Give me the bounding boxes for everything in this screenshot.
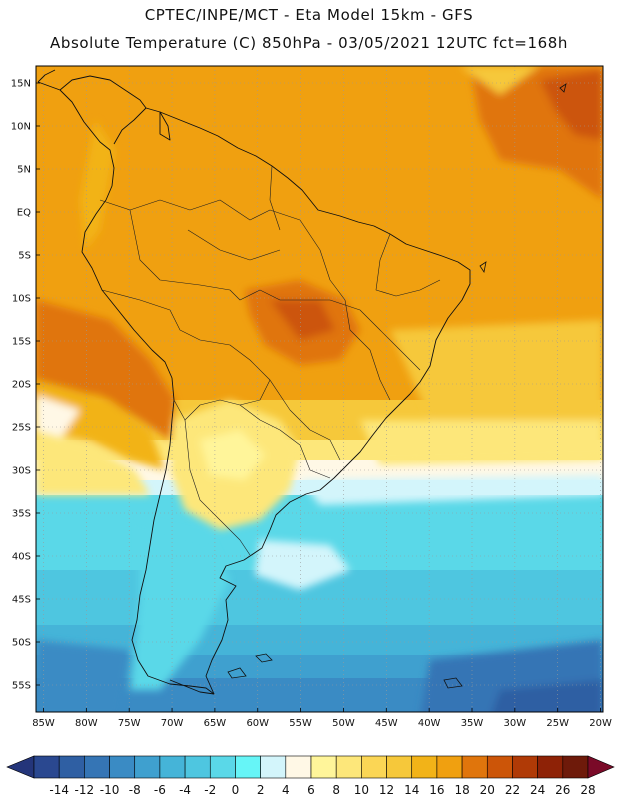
temperature-field: [36, 66, 603, 712]
colorbar-label: -10: [100, 783, 120, 797]
latitude-label: 50S: [12, 638, 31, 649]
colorbar-label: 6: [307, 783, 315, 797]
colorbar-bin: [84, 755, 110, 779]
colorbar-label: 18: [454, 783, 469, 797]
colorbar-bin: [512, 755, 538, 779]
colorbar-label: 2: [257, 783, 265, 797]
longitude-labels: 85W 80W 75W 70W 65W 60W 55W 50W 45W 40W 35W 30W 25W 2…: [32, 708, 612, 729]
colorbar-label: 14: [404, 783, 419, 797]
chart-title-line1: CPTEC/INPE/MCT - Eta Model 15km - GFS: [144, 6, 474, 24]
colorbar-label: 26: [555, 783, 570, 797]
longitude-label: 70W: [161, 718, 184, 729]
colorbar-label: 10: [354, 783, 369, 797]
colorbar-label: 24: [530, 783, 545, 797]
colorbar-bin: [386, 755, 413, 779]
map-frame: [35, 65, 604, 713]
islands: [227, 83, 567, 689]
graticule: [36, 66, 603, 712]
colorbar-bin: [235, 755, 261, 779]
longitude-label: 85W: [32, 718, 55, 729]
colorbar-bin: [209, 755, 236, 779]
longitude-label: 35W: [461, 718, 484, 729]
colorbar-bin: [159, 755, 186, 779]
latitude-label: 10S: [12, 294, 31, 305]
colorbar-high-arrow: [587, 755, 615, 779]
longitude-label: 50W: [332, 718, 355, 729]
colorbar-bin: [436, 755, 463, 779]
latitude-label: 35S: [12, 509, 31, 520]
colorbar-bin: [361, 755, 387, 779]
colorbar-label: 20: [480, 783, 495, 797]
longitude-label: 65W: [204, 718, 227, 729]
latitude-labels: 15N 10N 5N EQ 5S 10S 15S 20S 25S 30S 35S 40S 45S 50S 5…: [11, 79, 40, 692]
colorbar-label: 4: [282, 783, 290, 797]
colorbar-bin: [285, 755, 312, 779]
colorbar-bin: [134, 755, 161, 779]
latitude-label: 30S: [12, 466, 31, 477]
colorbar-label: 12: [379, 783, 394, 797]
colorbar-label: -2: [204, 783, 216, 797]
latitude-label: 15S: [12, 337, 31, 348]
colorbar-bin: [58, 755, 85, 779]
colorbar-label: -4: [179, 783, 191, 797]
longitude-label: 60W: [246, 718, 269, 729]
colorbar-label: -6: [154, 783, 166, 797]
latitude-label: 10N: [11, 122, 31, 133]
latitude-label: 20S: [12, 380, 31, 391]
longitude-label: 80W: [75, 718, 98, 729]
colorbar-bin: [411, 755, 438, 779]
latitude-label: 40S: [12, 552, 31, 563]
colorbar-bin: [33, 755, 60, 779]
longitude-label: 55W: [289, 718, 312, 729]
colorbar-bin: [562, 755, 589, 779]
colorbar-bin: [335, 755, 362, 779]
colorbar-label: -8: [129, 783, 141, 797]
colorbar-bin: [486, 755, 513, 779]
colorbar-label: 8: [332, 783, 340, 797]
colorbar-label: -12: [75, 783, 95, 797]
colorbar-low-arrow: [6, 755, 35, 779]
longitude-label: 45W: [375, 718, 398, 729]
colorbar-label: 28: [580, 783, 595, 797]
latitude-label: 45S: [12, 595, 31, 606]
latitude-label: EQ: [17, 208, 31, 219]
latitude-label: 55S: [12, 681, 31, 692]
latitude-label: 5N: [17, 165, 31, 176]
latitude-label: 5S: [18, 251, 31, 262]
latitude-label: 15N: [11, 79, 31, 90]
longitude-label: 30W: [504, 718, 527, 729]
longitude-label: 75W: [118, 718, 141, 729]
latitude-label: 25S: [12, 423, 31, 434]
longitude-label: 20W: [589, 718, 612, 729]
colorbar-label: 0: [232, 783, 240, 797]
colorbar-bin: [461, 755, 488, 779]
colorbar-label: -14: [49, 783, 69, 797]
colorbar-label: 16: [429, 783, 444, 797]
colorbar-bin: [537, 755, 564, 779]
colorbar-label: 22: [505, 783, 520, 797]
chart-title-line2: Absolute Temperature (C) 850hPa - 03/05/…: [49, 34, 569, 52]
colorbar-bin: [109, 755, 136, 779]
colorbar-bin: [184, 755, 211, 779]
temperature-colorbar: -14 -12 -10 -8 -6 -4 -2 0 2 4 6 8 10 12 14 16 18 20 22 24 26…: [6, 755, 615, 797]
colorbar-bin: [310, 755, 337, 779]
longitude-label: 25W: [546, 718, 569, 729]
colorbar-bin: [260, 755, 287, 779]
country-borders: [99, 165, 441, 556]
longitude-label: 40W: [418, 718, 441, 729]
